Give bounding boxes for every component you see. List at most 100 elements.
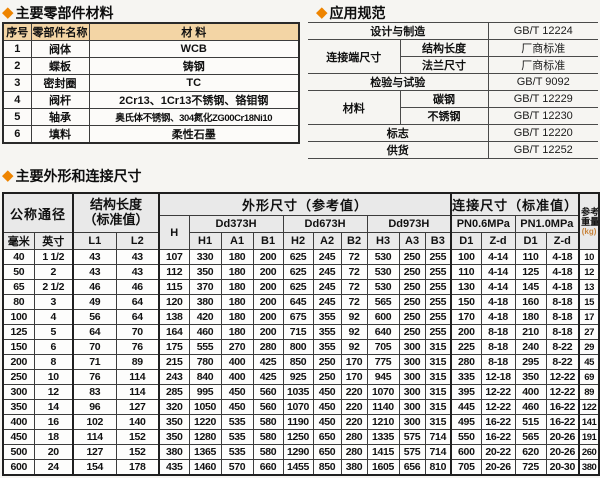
dims-cell: 420: [188, 309, 222, 325]
dims-cell: 100: [450, 249, 482, 265]
dims-cell: 5: [33, 324, 74, 340]
standards-label: 检验与试验: [308, 73, 489, 91]
dims-cell: 1455: [282, 459, 314, 476]
dims-cell: 645: [282, 294, 314, 310]
dims-cell: 20-26: [480, 459, 516, 476]
dims-cell: 40: [2, 249, 35, 265]
standards-row: 材料 碳钢 GB/T 12229: [308, 90, 598, 125]
dims-cell: 1415: [366, 444, 400, 460]
dims-cell: 280: [340, 429, 368, 445]
dims-cell: 580: [252, 414, 284, 430]
dims-cell: 530: [366, 249, 400, 265]
dims-cell: 4-18: [480, 309, 516, 325]
standards-label: 材料: [308, 90, 401, 125]
materials-cell: 2: [2, 57, 32, 75]
dims-cell: 200: [252, 309, 284, 325]
dims-cell: 141: [578, 414, 600, 430]
dims-cell: 300: [398, 399, 426, 415]
dims-cell: 445: [450, 399, 482, 415]
dims-cell: 575: [398, 444, 426, 460]
dims-cell: 76: [72, 369, 117, 385]
dims-cell: 114: [72, 429, 117, 445]
dims-cell: 96: [72, 399, 117, 415]
dims-cell: 154: [72, 459, 117, 476]
dims-cell: 43: [72, 264, 117, 280]
dims-cell: 56: [72, 309, 117, 325]
materials-cell: 填料: [30, 125, 90, 144]
dims-cell: 255: [424, 294, 452, 310]
materials-cell: 2Cr13、1Cr13不锈钢、铬钼钢: [88, 91, 300, 109]
standards-label: 标志: [308, 124, 489, 142]
dims-cell: 16-22: [545, 399, 580, 415]
standards-row: 连接端尺寸 结构长度 厂商标准: [308, 39, 598, 74]
dims-cell: 255: [424, 324, 452, 340]
dims-cell: 180: [220, 249, 254, 265]
dims-cell: 450: [220, 384, 254, 400]
dims-cell: 200: [2, 354, 35, 370]
dims-row: 450 18 114 152 350 1280 535 580 1250 650 280 1335 57…: [2, 429, 600, 445]
dims-cell: 2 1/2: [33, 279, 74, 295]
dims-cell: 12: [33, 384, 74, 400]
dims-cell: 400: [220, 354, 254, 370]
dims-cell: 1335: [366, 429, 400, 445]
dims-cell: 8-18: [545, 324, 580, 340]
materials-row: 4 阀杆 2Cr13、1Cr13不锈钢、铬钼钢: [2, 91, 300, 109]
dims-header-row-subcols: 毫米 英寸 L1 L2 H1 A1 B1 H2 A2 B2 H3 A3 B3 D…: [2, 232, 599, 250]
dims-cell: 330: [188, 249, 222, 265]
dims-sub-h3: H3: [366, 232, 400, 250]
dims-cell: 18: [33, 429, 74, 445]
standards-label: 设计与制造: [308, 22, 489, 40]
dims-cell: 425: [252, 354, 284, 370]
dims-cell: 12-18: [480, 369, 516, 385]
dims-cell: 775: [366, 354, 400, 370]
dims-cell: 250: [398, 279, 426, 295]
dims-cell: 675: [282, 309, 314, 325]
dims-cell: 350: [158, 414, 190, 430]
dims-cell: 250: [398, 309, 426, 325]
dims-cell: 140: [115, 414, 160, 430]
dims-cell: 300: [398, 369, 426, 385]
dims-cell: 138: [158, 309, 190, 325]
materials-cell: 奥氏体不锈钢、304氮化ZG00Cr18Ni10: [88, 108, 300, 126]
dims-cell: 400: [2, 414, 35, 430]
dims-col-outline: 外形尺寸（参考值）: [158, 192, 452, 216]
dims-cell: 450: [312, 384, 342, 400]
dims-cell: 300: [398, 354, 426, 370]
dims-cell: 6: [33, 339, 74, 355]
dims-cell: 500: [2, 444, 35, 460]
materials-cell: 柔性石墨: [88, 125, 300, 144]
materials-cell: 蝶板: [30, 57, 90, 75]
dims-cell: 200: [252, 294, 284, 310]
dims-cell: 12: [578, 264, 600, 280]
dims-cell: 191: [578, 429, 600, 445]
dims-cell: 8: [33, 354, 74, 370]
dims-cell: 107: [158, 249, 190, 265]
dims-cell: 370: [188, 279, 222, 295]
dims-cell: 530: [366, 264, 400, 280]
dims-cell: 240: [514, 339, 547, 355]
dims-cell: 43: [115, 249, 160, 265]
dims-sub-b2: B2: [340, 232, 368, 250]
dims-cell: 170: [340, 354, 368, 370]
dims-cell: 1250: [282, 429, 314, 445]
dims-cell: 600: [450, 444, 482, 460]
dims-sub-h1: H1: [188, 232, 222, 250]
dims-cell: 725: [514, 459, 547, 476]
dims-cell: 315: [424, 369, 452, 385]
dims-cell: 12-22: [545, 369, 580, 385]
dims-cell: 575: [398, 429, 426, 445]
dims-cell: 656: [398, 459, 426, 476]
dims-cell: 650: [312, 444, 342, 460]
dims-cell: 280: [252, 339, 284, 355]
dims-cell: 300: [398, 384, 426, 400]
dims-cell: 460: [514, 399, 547, 415]
dims-cell: 250: [398, 294, 426, 310]
dims-cell: 435: [158, 459, 190, 476]
dims-cell: 850: [282, 354, 314, 370]
materials-row: 5 轴承 奥氏体不锈钢、304氮化ZG00Cr18Ni10: [2, 108, 300, 126]
dims-cell: 350: [2, 399, 35, 415]
dims-col-structure-length: 结构长度 （标准值）: [72, 192, 160, 233]
dims-cell: 450: [312, 399, 342, 415]
dims-row: 200 8 71 89 215 780 400 425 850 250 170 775 300 315 28…: [2, 354, 600, 370]
